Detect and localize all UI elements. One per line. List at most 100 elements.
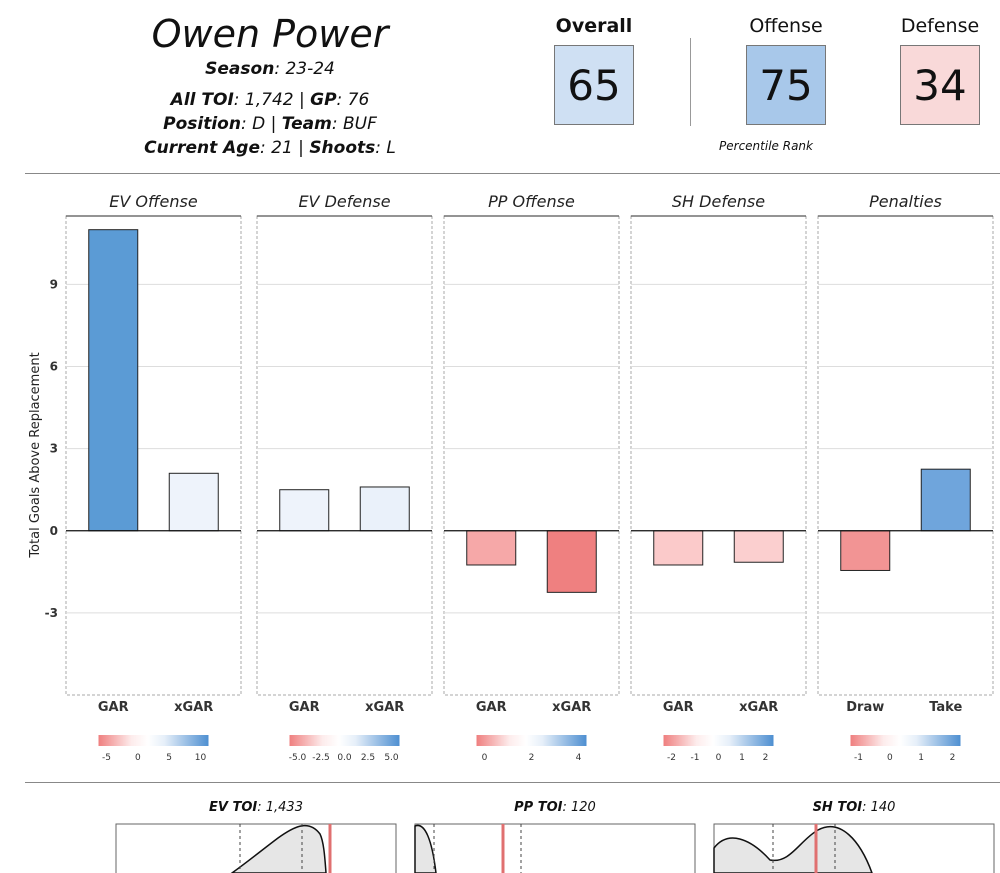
panel-frame [817,215,994,696]
header-divider [25,173,1000,174]
toi-label: All TOI [170,90,234,110]
age-label: Current Age [144,138,260,158]
toi-divider [25,782,1000,783]
age-value: : 21 | [260,138,310,158]
season-label: Season [205,59,275,79]
x-tick-label: GAR [663,700,694,715]
sh-toi-title: SH TOI: 140 [714,800,994,815]
color-legend-tick: 1 [918,753,924,763]
panel-title: EV Offense [109,192,198,211]
overall-rank-box: 65 [554,45,634,125]
position-value: : D | [240,114,282,134]
y-tick-label: 0 [50,524,58,538]
color-legend-tick: -2 [667,753,676,763]
x-tick-label: GAR [98,700,129,715]
defense-rank-label: Defense [900,15,980,37]
player-name: Owen Power [151,12,389,56]
color-legend-bar [476,735,587,746]
color-legend-bar [289,735,400,746]
color-legend-tick: 0 [716,753,722,763]
bar-xgar [546,530,597,593]
color-legend-bar [663,735,774,746]
x-tick-label: GAR [476,700,507,715]
season-value: : 23-24 [274,59,335,79]
x-tick-label: xGAR [552,700,591,715]
position-label: Position [163,114,241,134]
gp-value: : 76 [336,90,370,110]
x-tick-label: xGAR [174,700,213,715]
panel-frame [630,215,807,696]
percentile-rank-label: Percentile Rank [719,139,813,153]
panel-title: PP Offense [488,192,575,211]
ev-toi-label: EV TOI [209,800,258,815]
color-legend-tick: 0 [482,753,488,763]
bar-xgar [733,530,784,563]
age-shoots-line: Current Age: 21 | Shoots: L [100,138,440,158]
color-legend-tick: 2 [763,753,769,763]
bar-gar [466,530,517,566]
color-legend-bar [98,735,209,746]
sh-toi-density-plot [713,823,995,873]
rank-divider [690,38,691,126]
offense-rank-label: Offense [749,15,823,37]
y-axis-label: Total Goals Above Replacement [28,352,43,558]
gar-bar-chart: Total Goals Above Replacement -3 0 3 6 9 EV O… [28,192,994,763]
color-legend-tick: 2 [529,753,535,763]
color-legend-tick: 0.0 [337,753,352,763]
color-legend-bar [850,735,961,746]
ev-toi-value: : 1,433 [257,800,303,815]
toi-value: : 1,742 | [233,90,311,110]
x-tick-label: Take [929,700,962,715]
y-tick-label: 6 [50,360,58,374]
bar-take [920,468,971,532]
y-tick-label: 9 [50,277,58,291]
y-tick-label: 3 [50,442,58,456]
bar-gar [279,489,330,532]
position-team-line: Position: D | Team: BUF [100,114,440,134]
toi-gp-line: All TOI: 1,742 | GP: 76 [100,90,440,110]
season-line: Season: 23-24 [100,59,440,79]
x-tick-label: xGAR [739,700,778,715]
panel-title: SH Defense [672,192,765,211]
team-label: Team [281,114,332,134]
bar-xgar [359,486,410,532]
color-legend-tick: 0 [135,753,141,763]
color-legend-tick: 4 [576,753,582,763]
color-legend-tick: -2.5 [312,753,330,763]
color-legend-tick: 5 [166,753,172,763]
color-legend-tick: -5.0 [289,753,307,763]
sh-toi-label: SH TOI [812,800,863,815]
x-tick-label: GAR [289,700,320,715]
color-legend-tick: -5 [102,753,111,763]
panel-frame [443,215,620,696]
color-legend-tick: 2.5 [361,753,375,763]
pp-toi-density-plot [414,823,696,873]
overall-rank-label: Overall [555,15,633,37]
pp-toi-label: PP TOI [514,800,563,815]
sh-toi-value: : 140 [862,800,896,815]
y-tick-label: -3 [45,606,58,620]
x-tick-label: xGAR [365,700,404,715]
color-legend-tick: 0 [887,753,893,763]
color-legend-tick: 1 [739,753,745,763]
bar-gar [653,530,704,566]
color-legend-tick: 5.0 [384,753,399,763]
toi-density-plots [115,823,995,873]
color-legend-tick: -1 [691,753,700,763]
color-legend-tick: 10 [195,753,207,763]
panel-title: Penalties [869,192,942,211]
pp-toi-title: PP TOI: 120 [415,800,695,815]
shoots-label: Shoots [309,138,376,158]
x-tick-label: Draw [846,700,884,715]
shoots-value: : L [375,138,396,158]
gp-label: GP [310,90,337,110]
bar-gar [88,229,139,532]
panel-frame [256,215,433,696]
offense-rank-box: 75 [746,45,826,125]
ev-toi-title: EV TOI: 1,433 [116,800,396,815]
color-legend-tick: -1 [854,753,863,763]
bar-xgar [168,472,219,532]
panel-title: EV Defense [298,192,390,211]
pp-toi-value: : 120 [562,800,596,815]
ev-toi-density-plot [115,823,397,873]
